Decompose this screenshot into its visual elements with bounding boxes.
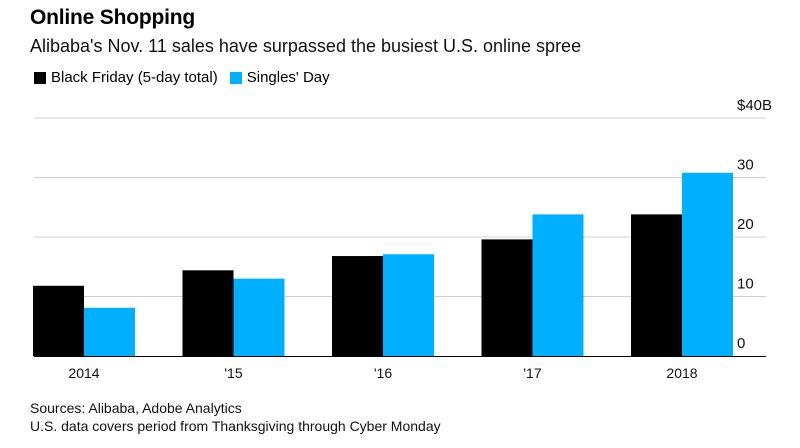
- chart-title: Online Shopping: [30, 6, 195, 29]
- x-tick-label: '17: [523, 365, 541, 381]
- x-tick-label: 2018: [666, 365, 697, 381]
- legend-swatch-singles-day: [229, 71, 242, 84]
- bar-black-friday: [332, 256, 383, 356]
- x-tick-label: '15: [224, 365, 242, 381]
- note-text: U.S. data covers period from Thanksgivin…: [30, 418, 441, 434]
- legend-item-black-friday: Black Friday (5-day total): [34, 69, 218, 86]
- legend-label-singles-day: Singles' Day: [246, 69, 330, 86]
- legend-label-black-friday: Black Friday (5-day total): [51, 69, 218, 86]
- bar-singles-day: [233, 278, 285, 356]
- y-tick-label: 0: [737, 335, 745, 352]
- legend: Black Friday (5-day total) Singles' Day: [34, 69, 342, 86]
- x-tick-label: '16: [374, 365, 392, 381]
- legend-swatch-black-friday: [34, 71, 46, 84]
- bar-singles-day: [532, 214, 584, 356]
- y-tick-label: 20: [737, 216, 754, 233]
- bar-black-friday: [481, 239, 533, 356]
- legend-item-singles-day: Singles' Day: [229, 69, 330, 86]
- y-tick-label: 30: [737, 157, 754, 174]
- chart-subtitle: Alibaba's Nov. 11 sales have surpassed t…: [30, 36, 582, 56]
- bar-singles-day: [682, 172, 733, 356]
- y-tick-label: 10: [737, 276, 754, 293]
- y-tick-label: $40B: [737, 97, 772, 114]
- bar-black-friday: [33, 285, 84, 356]
- sources-text: Sources: Alibaba, Adobe Analytics: [30, 400, 242, 416]
- bar-black-friday: [631, 214, 682, 356]
- bar-singles-day: [84, 307, 135, 356]
- bar-black-friday: [182, 270, 234, 356]
- x-tick-label: 2014: [68, 365, 99, 381]
- bar-singles-day: [383, 254, 434, 356]
- footnote: Sources: Alibaba, Adobe Analytics U.S. d…: [30, 399, 441, 435]
